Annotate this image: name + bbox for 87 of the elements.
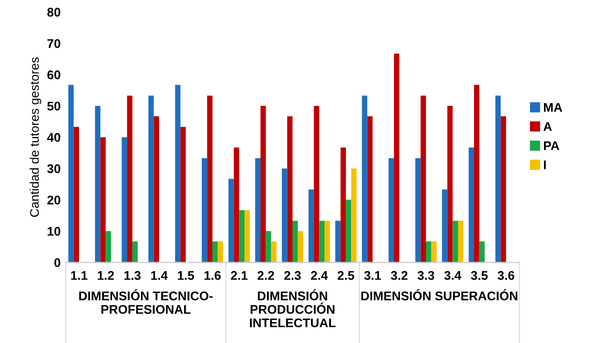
x-tick-label: 2.4	[310, 271, 328, 280]
bar	[180, 126, 186, 262]
bar	[362, 96, 368, 262]
bar	[292, 220, 298, 262]
bar	[415, 158, 421, 262]
y-axis-title: Cantidad de tutores gestores	[30, 57, 42, 217]
bar	[95, 106, 100, 262]
bar	[175, 84, 180, 262]
legend-label: PA	[544, 141, 560, 150]
bar	[218, 241, 224, 262]
x-tick-label: 3.3	[418, 271, 434, 280]
x-tick-label: 3.4	[444, 271, 462, 280]
bar	[228, 178, 234, 262]
bar	[346, 200, 352, 262]
bar	[308, 189, 314, 262]
bar	[68, 84, 74, 262]
bar	[212, 241, 218, 262]
legend-label: A	[543, 122, 552, 131]
x-tick-label: 1.2	[98, 271, 114, 280]
bar	[260, 106, 266, 262]
bar	[100, 137, 106, 262]
bar	[335, 220, 341, 262]
bar	[351, 168, 357, 262]
text: DIMENSIÓN PRODUCCIÓN INTELECTUAL	[250, 289, 336, 328]
bar	[340, 148, 346, 262]
legend-label: I	[544, 160, 546, 170]
text: DIMENSIÓN SUPERACIÓN	[361, 289, 518, 300]
bar	[420, 96, 426, 262]
x-tick-label: 3.2	[390, 271, 408, 280]
y-tick-label: 80	[47, 8, 60, 17]
bar	[298, 231, 304, 262]
text: DIMENSIÓN TECNICO- PROFESIONAL	[79, 289, 213, 314]
bar	[388, 158, 394, 262]
bar	[234, 148, 240, 262]
bar	[74, 126, 80, 262]
y-tick-label: 50	[47, 102, 60, 111]
x-tick-label: 1.3	[124, 271, 141, 280]
bar	[324, 220, 330, 262]
y-tick-label: 30	[47, 164, 60, 174]
y-tick-label: 0	[54, 258, 60, 268]
bar	[500, 116, 506, 262]
bar	[474, 84, 480, 262]
x-tick-label: 1.5	[178, 271, 194, 280]
bar	[271, 241, 277, 262]
bar	[495, 96, 501, 262]
bar	[394, 54, 400, 262]
bar	[442, 189, 448, 262]
bar	[122, 137, 128, 262]
x-tick-label: 2.2	[258, 271, 274, 280]
bar	[127, 96, 132, 262]
x-tick-label: 1.4	[151, 271, 168, 280]
bar	[244, 210, 250, 262]
bar	[468, 148, 474, 262]
bar	[154, 116, 160, 262]
x-tick-label: 2.5	[338, 271, 354, 280]
bar	[452, 220, 458, 262]
y-tick-label: 20	[47, 196, 60, 204]
bar	[239, 210, 244, 262]
bar	[447, 106, 453, 262]
bar	[207, 96, 212, 262]
bar	[255, 158, 261, 262]
bar	[202, 158, 208, 262]
y-tick-label: 70	[47, 39, 60, 48]
legend-label: MA	[544, 103, 562, 112]
bar	[287, 116, 293, 262]
x-tick-label: 2.1	[230, 271, 248, 280]
x-tick-label: 3.1	[364, 271, 381, 280]
bar	[479, 241, 485, 262]
bar	[148, 96, 154, 262]
y-tick-label: 40	[47, 133, 60, 142]
x-tick-label: 3.6	[498, 271, 514, 280]
bar	[458, 220, 464, 262]
x-tick-label: 1.6	[204, 271, 221, 280]
bar	[132, 241, 138, 262]
bar	[319, 220, 325, 262]
y-tick-label: 10	[48, 226, 60, 236]
x-tick-label: 2.3	[284, 271, 301, 280]
bar	[282, 168, 288, 262]
bar	[314, 106, 320, 262]
bar	[367, 116, 373, 262]
bar	[106, 231, 112, 262]
y-tick-label: 60	[47, 70, 60, 80]
x-tick-label: 1.1	[71, 271, 88, 280]
bar	[266, 231, 272, 262]
x-tick-label: 3.5	[470, 271, 488, 280]
bar	[426, 241, 432, 262]
bar	[431, 241, 437, 262]
